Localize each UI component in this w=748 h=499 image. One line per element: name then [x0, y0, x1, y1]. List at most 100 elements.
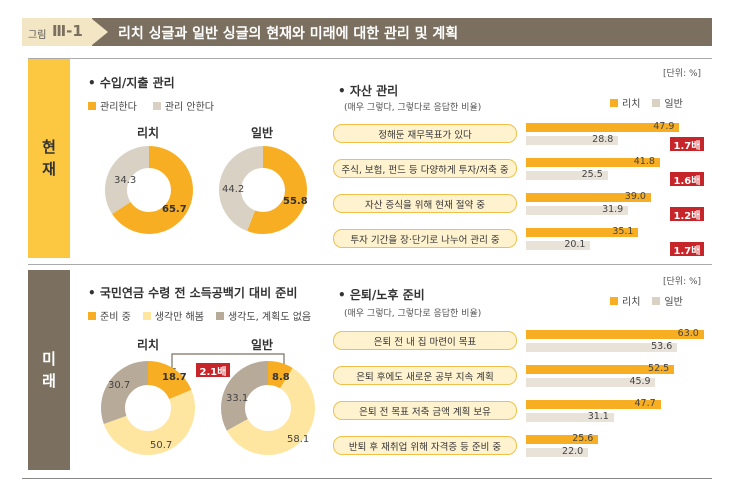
- bar-general: [526, 378, 656, 387]
- legend-label: 관리 안한다: [164, 102, 214, 113]
- bar-value-label: 35.1: [612, 226, 634, 237]
- legend-swatch-beige: [652, 296, 661, 305]
- bar-general: [526, 413, 614, 422]
- donut-value: 34.3: [114, 175, 137, 186]
- donut-income-rich: [105, 146, 193, 234]
- side-char: 래: [42, 372, 56, 390]
- bar-value-label: 53.6: [651, 341, 673, 352]
- legend-label: 준비 중: [100, 312, 131, 323]
- bar-rich: [526, 400, 661, 409]
- bar-category-label: 투자 기간을 장·단기로 나누어 관리 중: [333, 229, 517, 248]
- bar-category-label: 주식, 보험, 펀드 등 다양하게 투자/저축 중: [333, 159, 517, 178]
- bar-value-label: 45.9: [629, 376, 651, 387]
- legend-swatch-gold: [610, 296, 618, 305]
- legend-swatch-gold: [88, 311, 96, 320]
- legend-label: 일반: [664, 99, 683, 110]
- bar-general: [526, 136, 619, 145]
- donut-value: 55.8: [283, 196, 308, 207]
- asset-note: (매우 그렇다, 그렇다로 응답한 비율): [344, 103, 482, 113]
- bar-general: [526, 206, 629, 215]
- asset-legend: 리치 일반: [610, 95, 683, 110]
- donut-value: 30.7: [108, 380, 131, 391]
- legend-swatch-taupe: [215, 311, 224, 320]
- multiplier-badge: 1.7배: [670, 242, 704, 257]
- unit-label: [단위: %]: [663, 277, 702, 287]
- pension-legend: 준비 중 생각만 해봄 생각도, 계획도 없음: [88, 308, 311, 323]
- multiplier-badge: 1.7배: [670, 137, 704, 152]
- side-char: 미: [42, 350, 56, 368]
- figure-prefix: 그림: [28, 30, 47, 41]
- bottom-rule: [22, 478, 712, 479]
- bar-value-label: 47.7: [634, 398, 656, 409]
- donut-value: 65.7: [162, 204, 187, 215]
- legend-label: 관리한다: [100, 102, 137, 113]
- donut-slice: [219, 146, 307, 234]
- legend-label: 일반: [664, 297, 683, 308]
- donut-label-general: 일반: [250, 126, 274, 140]
- bar-general: [526, 448, 589, 457]
- bar-general: [526, 343, 678, 352]
- bar-value-label: 39.0: [624, 191, 646, 202]
- bar-value-label: 63.0: [677, 328, 699, 339]
- donut-slice: [101, 361, 195, 455]
- donut-pension-rich: [101, 361, 195, 455]
- figure-title: 리치 싱글과 일반 싱글의 현재와 미래에 대한 관리 및 계획: [118, 26, 459, 42]
- bar-value-label: 52.5: [648, 363, 670, 374]
- figure-header: 그림 Ⅲ-1 리치 싱글과 일반 싱글의 현재와 미래에 대한 관리 및 계획: [22, 18, 712, 46]
- pension-section-title: • 국민연금 수령 전 소득공백기 대비 준비: [88, 286, 298, 300]
- bar-value-label: 47.9: [653, 121, 675, 132]
- panel-divider-top: [28, 58, 712, 59]
- legend-label: 생각도, 계획도 없음: [227, 312, 312, 323]
- legend-swatch-beige: [652, 98, 661, 107]
- bar-rich: [526, 123, 680, 132]
- donut-pension-general: [221, 361, 315, 455]
- bar-category-label: 반퇴 후 재취업 위해 자격증 등 준비 중: [333, 436, 517, 455]
- panel-divider-mid: [28, 264, 712, 265]
- donut-value: 50.7: [150, 440, 173, 451]
- side-label-present: 현 재: [28, 58, 70, 258]
- side-char: 재: [42, 160, 56, 178]
- donut-slice: [221, 361, 315, 455]
- donut-slice: [105, 146, 193, 234]
- bar-value-label: 41.8: [633, 156, 655, 167]
- bar-value-label: 22.0: [562, 446, 584, 457]
- donut-slice: [221, 361, 315, 455]
- bar-value-label: 28.8: [592, 134, 614, 145]
- donut-label-general: 일반: [250, 338, 274, 352]
- bar-rich: [526, 158, 660, 167]
- figure-tag: 그림 Ⅲ-1: [22, 18, 108, 46]
- bar-category-label: 자산 증식을 위해 현재 절약 중: [333, 194, 517, 213]
- donut-value: 33.1: [226, 393, 249, 404]
- donut-value: 8.8: [272, 372, 290, 383]
- retire-note: (매우 그렇다, 그렇다로 응답한 비율): [344, 309, 482, 319]
- bar-rich: [526, 228, 639, 237]
- bar-rich: [526, 435, 599, 444]
- legend-swatch-gold: [88, 101, 96, 110]
- figure-number: Ⅲ-1: [52, 22, 83, 40]
- bar-rich: [526, 193, 651, 202]
- donut-label-rich: 리치: [136, 338, 160, 352]
- multiplier-badge: 1.2배: [670, 207, 704, 222]
- legend-label: 리치: [622, 99, 641, 110]
- bar-rich: [526, 330, 704, 339]
- bar-value-label: 20.1: [564, 239, 586, 250]
- unit-label: [단위: %]: [663, 69, 702, 79]
- income-legend: 관리한다 관리 안한다: [88, 98, 214, 113]
- donut-value: 58.1: [287, 434, 310, 445]
- side-label-future: 미 래: [28, 270, 70, 470]
- bar-category-label: 은퇴 전 목표 저축 금액 계획 보유: [333, 401, 517, 420]
- multiplier-badge: 2.1배: [196, 363, 230, 378]
- bar-general: [526, 241, 591, 250]
- legend-swatch-light-yellow: [142, 311, 151, 320]
- header-bar: [92, 18, 712, 46]
- income-section-title: • 수입/지출 관리: [88, 76, 175, 90]
- bar-value-label: 25.5: [581, 169, 603, 180]
- legend-label: 생각만 해봄: [154, 312, 204, 323]
- bar-general: [526, 171, 608, 180]
- bar-category-label: 은퇴 후에도 새로운 공부 지속 계획: [333, 366, 517, 385]
- bar-value-label: 31.9: [602, 204, 624, 215]
- retire-legend: 리치 일반: [610, 293, 683, 308]
- donut-value: 18.7: [162, 372, 187, 383]
- asset-section-title: • 자산 관리: [338, 84, 399, 98]
- legend-label: 리치: [622, 297, 641, 308]
